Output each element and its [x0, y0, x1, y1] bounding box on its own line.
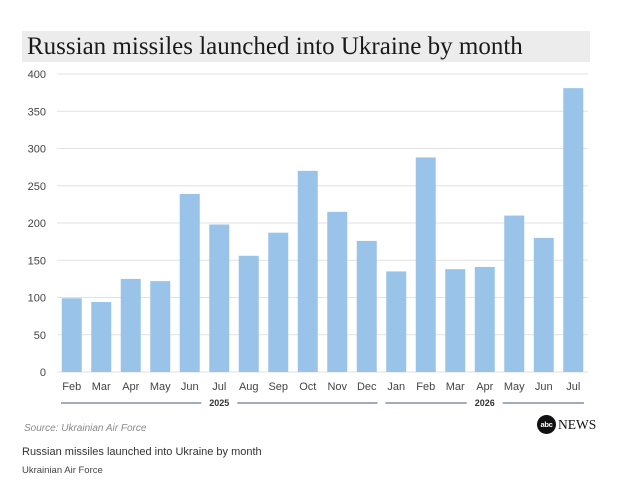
- source-note: Source: Ukrainian Air Force: [24, 423, 147, 434]
- bar-chart: 0 50 100 150 200 250 300 350 400 Feb Mar Apr May Jun J…: [28, 69, 588, 408]
- bar: [356, 240, 377, 372]
- x-tick-label: May: [150, 381, 171, 393]
- bar: [179, 193, 200, 372]
- y-tick-label: 50: [34, 330, 46, 342]
- chart-title: Russian missiles launched into Ukraine b…: [27, 33, 523, 60]
- bar: [386, 271, 407, 372]
- year-label: 2025: [209, 398, 229, 408]
- x-tick-label: Dec: [357, 381, 377, 393]
- bar: [474, 266, 495, 372]
- x-tick-label: Feb: [62, 381, 81, 393]
- x-tick-label: Mar: [92, 381, 111, 393]
- bar: [238, 255, 259, 372]
- credit: Ukrainian Air Force: [22, 465, 103, 476]
- x-tick-label: Oct: [299, 381, 316, 393]
- x-tick-label: May: [504, 381, 525, 393]
- caption: Russian missiles launched into Ukraine b…: [22, 446, 262, 458]
- x-tick-label: Sep: [268, 381, 288, 393]
- bar: [327, 211, 348, 372]
- year-label: 2026: [475, 398, 495, 408]
- x-tick-label: Jun: [181, 381, 199, 393]
- y-tick-label: 150: [28, 255, 46, 267]
- y-tick-label: 350: [28, 106, 46, 118]
- x-tick-label: Jun: [535, 381, 553, 393]
- bar: [445, 269, 466, 372]
- x-tick-label: Apr: [476, 381, 493, 393]
- x-tick-label: Aug: [239, 381, 259, 393]
- x-tick-label: Apr: [122, 381, 139, 393]
- bar: [504, 215, 525, 372]
- y-tick-label: 200: [28, 218, 46, 230]
- x-tick-label: Jul: [212, 381, 226, 393]
- y-tick-label: 100: [28, 293, 46, 305]
- y-tick-label: 250: [28, 181, 46, 193]
- abc-logo-circle: abc: [537, 415, 556, 434]
- x-tick-label: Feb: [416, 381, 435, 393]
- abc-logo-word: NEWS: [558, 416, 597, 432]
- x-tick-label: Nov: [327, 381, 347, 393]
- bar: [563, 88, 584, 372]
- y-tick-label: 0: [40, 367, 46, 379]
- bar: [61, 298, 82, 372]
- bar: [91, 301, 112, 372]
- x-tick-label: Jan: [387, 381, 405, 393]
- bar: [415, 157, 436, 372]
- title-band: [22, 31, 590, 62]
- bar: [150, 281, 171, 372]
- bar: [120, 278, 141, 372]
- y-tick-label: 400: [28, 69, 46, 81]
- bar: [209, 224, 230, 372]
- x-tick-label: Jul: [566, 381, 580, 393]
- bar: [268, 232, 289, 372]
- y-tick-label: 300: [28, 144, 46, 156]
- bar: [533, 237, 554, 372]
- bar: [297, 170, 318, 372]
- x-tick-label: Mar: [446, 381, 465, 393]
- abc-news-logo: abc NEWS: [537, 415, 596, 434]
